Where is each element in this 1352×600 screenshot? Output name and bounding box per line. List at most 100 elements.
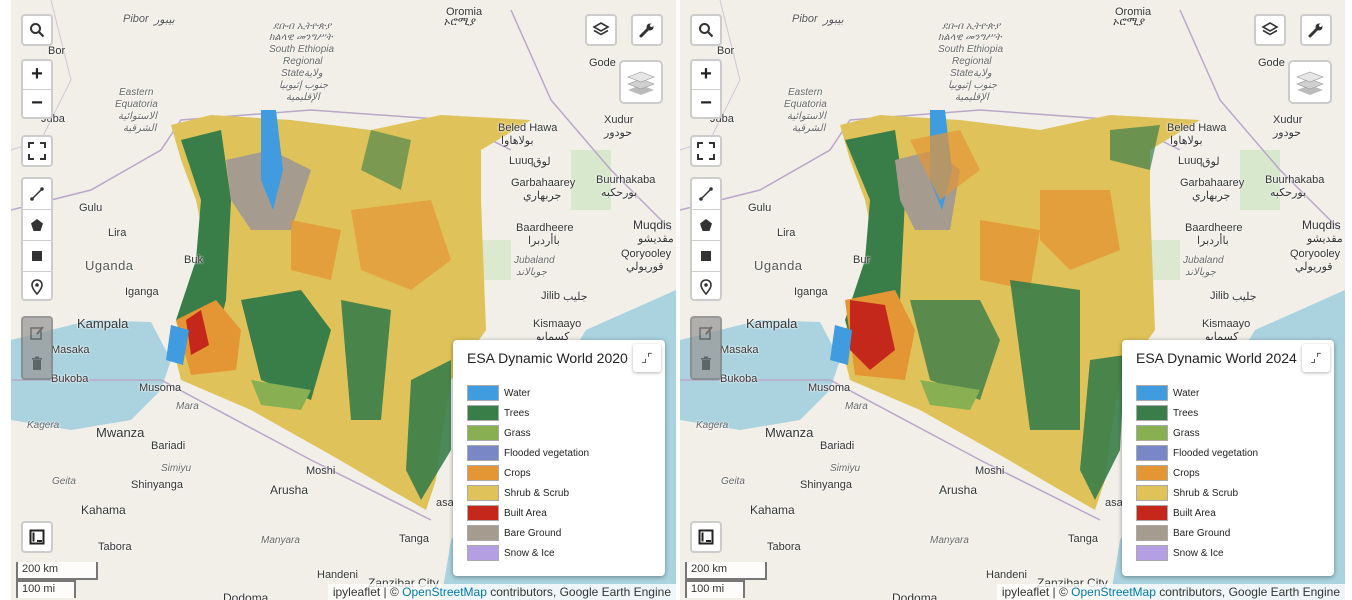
place-label: State [281,68,305,79]
legend-swatch [1136,385,1168,401]
draw-rectangle-button[interactable] [23,241,51,272]
legend-item: Grass [467,423,589,443]
layers-button[interactable] [585,14,617,46]
zoom-in-button[interactable]: + [700,63,712,86]
legend-label: Trees [504,407,530,419]
place-label: Gode [589,57,616,69]
legend-label: Built Area [1173,507,1216,519]
draw-polygon-button[interactable] [692,210,720,241]
polygon-icon [700,219,712,231]
place-label: Gulu [748,202,772,214]
place-label: Iganga [125,286,159,298]
tools-button[interactable] [631,14,663,46]
edit-toolbar [690,316,722,380]
widget-toggle-button[interactable] [21,521,53,553]
place-label: ولاية [973,68,992,79]
attribution-suffix: contributors, Google Earth Engine [486,585,671,599]
place-label: حودور [1273,127,1302,139]
place-label: بورحكبه [601,187,638,199]
place-label: Muqdis [1302,218,1341,232]
place-label: Iganga [794,286,828,298]
place-label: Musoma [808,382,851,394]
place-label: Muqdis [633,218,672,232]
legend-swatch [1136,545,1168,561]
draw-polyline-button[interactable] [692,179,720,210]
place-label: Xudur [604,114,634,126]
place-label: Bariadi [820,440,855,452]
legend-label: Shrub & Scrub [1173,487,1239,499]
legend-minimize-button[interactable]: ⌟⌜ [1302,344,1330,372]
place-label: Kampala [77,316,129,331]
edit-toolbar [21,316,53,380]
layer-switcher[interactable] [1288,60,1332,104]
edit-layers-button[interactable] [692,318,720,348]
delete-layers-button[interactable] [23,348,51,378]
place-label: الإقليمية [286,92,320,103]
place-label: Kampala [746,316,798,331]
place-label: Jilib [1210,290,1229,302]
draw-marker-button[interactable] [692,272,720,302]
legend-swatch [467,425,499,441]
legend-swatch [1136,505,1168,521]
place-label: Tanga [1068,533,1098,545]
legend-panel: ESA Dynamic World 2024 ⌟⌜ Water Trees Gr… [1122,340,1334,576]
legend-item: Bare Ground [1136,523,1258,543]
place-label: باأردبرا [1197,235,1229,247]
legend-items: Water Trees Grass Flooded vegetation Cro… [467,383,589,563]
place-label: Lira [108,227,127,239]
edit-layers-button[interactable] [23,318,51,348]
place-label: Oromia [446,6,483,18]
zoom-in-button[interactable]: + [31,63,43,86]
map-panel-2024[interactable]: Oromia ኦሮሚያ Pibor بيبور Bor Gode ደቡብ ኢትዮ… [680,0,1345,600]
scale-control: 200 km 100 mi [16,562,98,598]
place-label: Musoma [139,382,182,394]
legend-minimize-button[interactable]: ⌟⌜ [633,344,661,372]
legend-item: Water [467,383,589,403]
legend-item: Built Area [467,503,589,523]
place-label: Kismaayo [533,318,582,330]
widget-toggle-button[interactable] [690,521,722,553]
place-label: الشرقية [792,123,826,134]
draw-polygon-button[interactable] [23,210,51,241]
search-button[interactable] [21,14,53,46]
map-panel-2020[interactable]: Oromia ኦሮሚያ Pibor بيبور Bor Gode ደቡብ ኢትዮ… [11,0,676,600]
film-strip-icon [29,529,45,545]
osm-link[interactable]: OpenStreetMap [1071,585,1156,599]
legend-item: Snow & Ice [1136,543,1258,563]
search-button[interactable] [690,14,722,46]
place-label: Tabora [98,541,132,553]
zoom-out-button[interactable]: − [692,88,720,118]
delete-layers-button[interactable] [692,348,720,378]
place-label: Mwanza [96,425,145,440]
draw-polyline-button[interactable] [23,179,51,210]
place-label: Jubaland [1183,255,1224,266]
tools-button[interactable] [1300,14,1332,46]
osm-link[interactable]: OpenStreetMap [402,585,487,599]
place-label: Regional [283,56,323,67]
scale-mi: 100 mi [16,580,76,598]
attribution-suffix: contributors, Google Earth Engine [1155,585,1340,599]
search-icon [699,23,714,38]
place-label: Geita [721,476,745,487]
fullscreen-icon [697,142,715,160]
layers-button[interactable] [1254,14,1286,46]
place-label: Oromia [1115,6,1152,18]
draw-rectangle-button[interactable] [692,241,720,272]
fullscreen-button[interactable] [21,135,53,167]
draw-marker-button[interactable] [23,272,51,302]
place-label: Bur [853,254,871,266]
place-label: الاستوائية [118,111,157,122]
place-label: Geita [52,476,76,487]
legend-title: ESA Dynamic World 2020 [467,350,628,366]
zoom-out-button[interactable]: − [23,88,51,118]
fullscreen-button[interactable] [690,135,722,167]
place-label: asa [436,497,454,509]
layer-switcher[interactable] [619,60,663,104]
legend-swatch [467,385,499,401]
layers-icon [1261,22,1279,36]
polyline-icon [30,187,44,201]
place-label: Bariadi [151,440,186,452]
trash-icon [32,356,42,370]
polyline-icon [699,187,713,201]
place-label: Baardheere [1185,222,1243,234]
